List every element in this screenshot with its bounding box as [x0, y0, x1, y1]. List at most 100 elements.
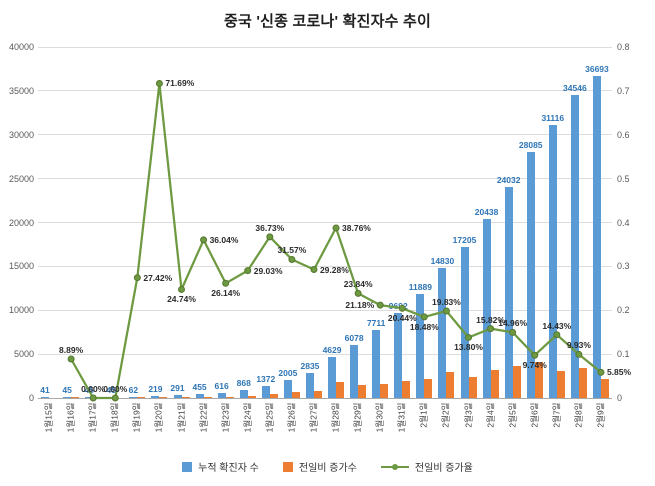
- y-axis-tick-right: 0.6: [617, 129, 630, 140]
- rate-marker: [200, 236, 208, 244]
- rate-marker: [332, 224, 340, 232]
- rate-value-label: 23.84%: [343, 279, 373, 290]
- bar-cumulative: [129, 397, 138, 398]
- rate-value-label: 31.57%: [277, 245, 307, 256]
- bar-daily-increase: [181, 397, 190, 398]
- bar-cumulative: [107, 397, 116, 398]
- legend-item-cumulative: 누적 확진자 수: [182, 459, 259, 474]
- rate-value-label: 0.00%: [103, 384, 128, 394]
- legend-label-growth-rate: 전일비 증가율: [414, 463, 473, 474]
- bar-daily-increase: [159, 396, 168, 398]
- bar-value-label: 6078: [344, 332, 364, 343]
- bar-value-label: 11889: [408, 281, 432, 292]
- bar-value-label: 4629: [322, 345, 342, 356]
- x-axis-label: 1월17일: [87, 402, 98, 433]
- x-axis-label: 2월6일: [529, 402, 540, 428]
- rate-value-label: 13.80%: [454, 342, 483, 353]
- gridline: [38, 90, 612, 92]
- y-axis-tick-right: 0.3: [617, 261, 630, 272]
- bar-daily-increase: [203, 396, 212, 398]
- rate-value-label: 36.04%: [209, 234, 239, 245]
- x-axis-label: 1월29일: [352, 402, 363, 433]
- x-axis-label: 1월28일: [330, 402, 341, 433]
- x-axis-label: 1월22일: [198, 402, 209, 433]
- x-axis-label: 2월4일: [485, 402, 496, 428]
- bar-value-label: 17205: [452, 235, 477, 246]
- x-axis-label: 2월1일: [418, 402, 429, 428]
- legend: 누적 확진자 수 전일비 증가수 전일비 증가율: [0, 459, 655, 474]
- x-axis-label: 2월9일: [595, 402, 606, 428]
- y-axis-tick-right: 0.2: [617, 305, 630, 316]
- bar-value-label: 31116: [541, 112, 565, 123]
- rate-value-label: 24.74%: [167, 294, 196, 305]
- rate-marker: [133, 274, 141, 282]
- y-axis-tick-right: 0.1: [617, 349, 630, 360]
- x-axis-label: 2월7일: [551, 402, 562, 428]
- rate-marker: [67, 355, 75, 363]
- bar-cumulative: [85, 397, 94, 398]
- rate-value-label: 8.89%: [59, 344, 84, 355]
- y-axis-tick-right: 0: [617, 393, 623, 403]
- rate-value-label: 19.83%: [432, 296, 461, 307]
- legend-swatch-daily-increase-icon: [282, 461, 293, 472]
- chart-title: 중국 '신종 코로나' 확진자수 추이: [223, 13, 431, 30]
- rate-value-label: 29.03%: [253, 265, 283, 276]
- y-axis-tick-left: 5000: [13, 349, 34, 360]
- x-axis-label: 2월2일: [440, 402, 451, 428]
- rate-value-label: 38.76%: [342, 222, 371, 233]
- legend-label-daily-increase: 전일비 증가수: [298, 463, 357, 474]
- rate-value-label: 36.73%: [255, 222, 285, 233]
- bar-cumulative: [41, 397, 50, 398]
- bar-value-label: 28085: [518, 139, 543, 150]
- bar-daily-increase: [446, 372, 455, 398]
- rate-value-label: 14.43%: [542, 320, 572, 331]
- x-axis-label: 2월8일: [573, 402, 584, 428]
- bar-daily-increase: [269, 393, 278, 398]
- bar-value-label: 41: [40, 385, 50, 395]
- bar-cumulative: [570, 94, 579, 398]
- bar-daily-increase: [137, 397, 146, 398]
- bar-daily-increase: [336, 382, 345, 398]
- bar-value-label: 45: [62, 385, 72, 395]
- rate-value-label: 26.14%: [211, 288, 241, 299]
- x-axis-label: 1월15일: [43, 402, 54, 433]
- rate-marker: [178, 285, 185, 293]
- rate-value-label: 15.82%: [476, 314, 505, 325]
- bar-cumulative: [63, 397, 72, 398]
- bar-value-label: 20438: [474, 206, 499, 217]
- rate-marker: [354, 289, 362, 297]
- y-axis-tick-left: 40000: [8, 42, 34, 52]
- bar-daily-increase: [247, 395, 256, 398]
- y-axis-tick-left: 15000: [8, 261, 34, 272]
- x-axis-label: 1월31일: [396, 402, 407, 433]
- x-axis-label: 1월26일: [286, 402, 297, 433]
- bar-daily-increase: [225, 396, 234, 398]
- x-axis-label: 1월21일: [176, 402, 186, 433]
- bar-cumulative: [173, 395, 182, 398]
- bar-daily-increase: [490, 369, 499, 398]
- bar-cumulative: [239, 390, 248, 398]
- legend-swatch-cumulative-icon: [182, 461, 193, 472]
- bar-value-label: 36693: [585, 64, 609, 75]
- rate-marker: [155, 79, 163, 87]
- bar-daily-increase: [380, 383, 389, 398]
- rate-value-label: 5.85%: [606, 367, 632, 378]
- rate-value-label: 9.74%: [522, 360, 547, 371]
- x-axis-label: 1월20일: [153, 402, 164, 433]
- rate-marker: [222, 279, 230, 287]
- y-axis-tick-left: 30000: [8, 129, 34, 140]
- rate-value-label: 18.48%: [409, 321, 439, 332]
- x-axis-label: 1월19일: [131, 402, 142, 433]
- rate-value-label: 9.93%: [566, 340, 591, 351]
- bar-cumulative: [217, 392, 226, 398]
- legend-item-daily-increase: 전일비 증가수: [282, 459, 357, 474]
- rate-value-label: 27.42%: [143, 272, 173, 283]
- y-axis-tick-right: 0.4: [617, 217, 630, 228]
- x-axis-label: 1월30일: [374, 402, 385, 433]
- legend-swatch-growth-rate-icon: [380, 462, 409, 472]
- gridline: [38, 134, 612, 136]
- rate-value-label: 29.28%: [319, 264, 349, 275]
- bar-daily-increase: [600, 379, 609, 398]
- x-axis-label: 1월16일: [65, 402, 76, 433]
